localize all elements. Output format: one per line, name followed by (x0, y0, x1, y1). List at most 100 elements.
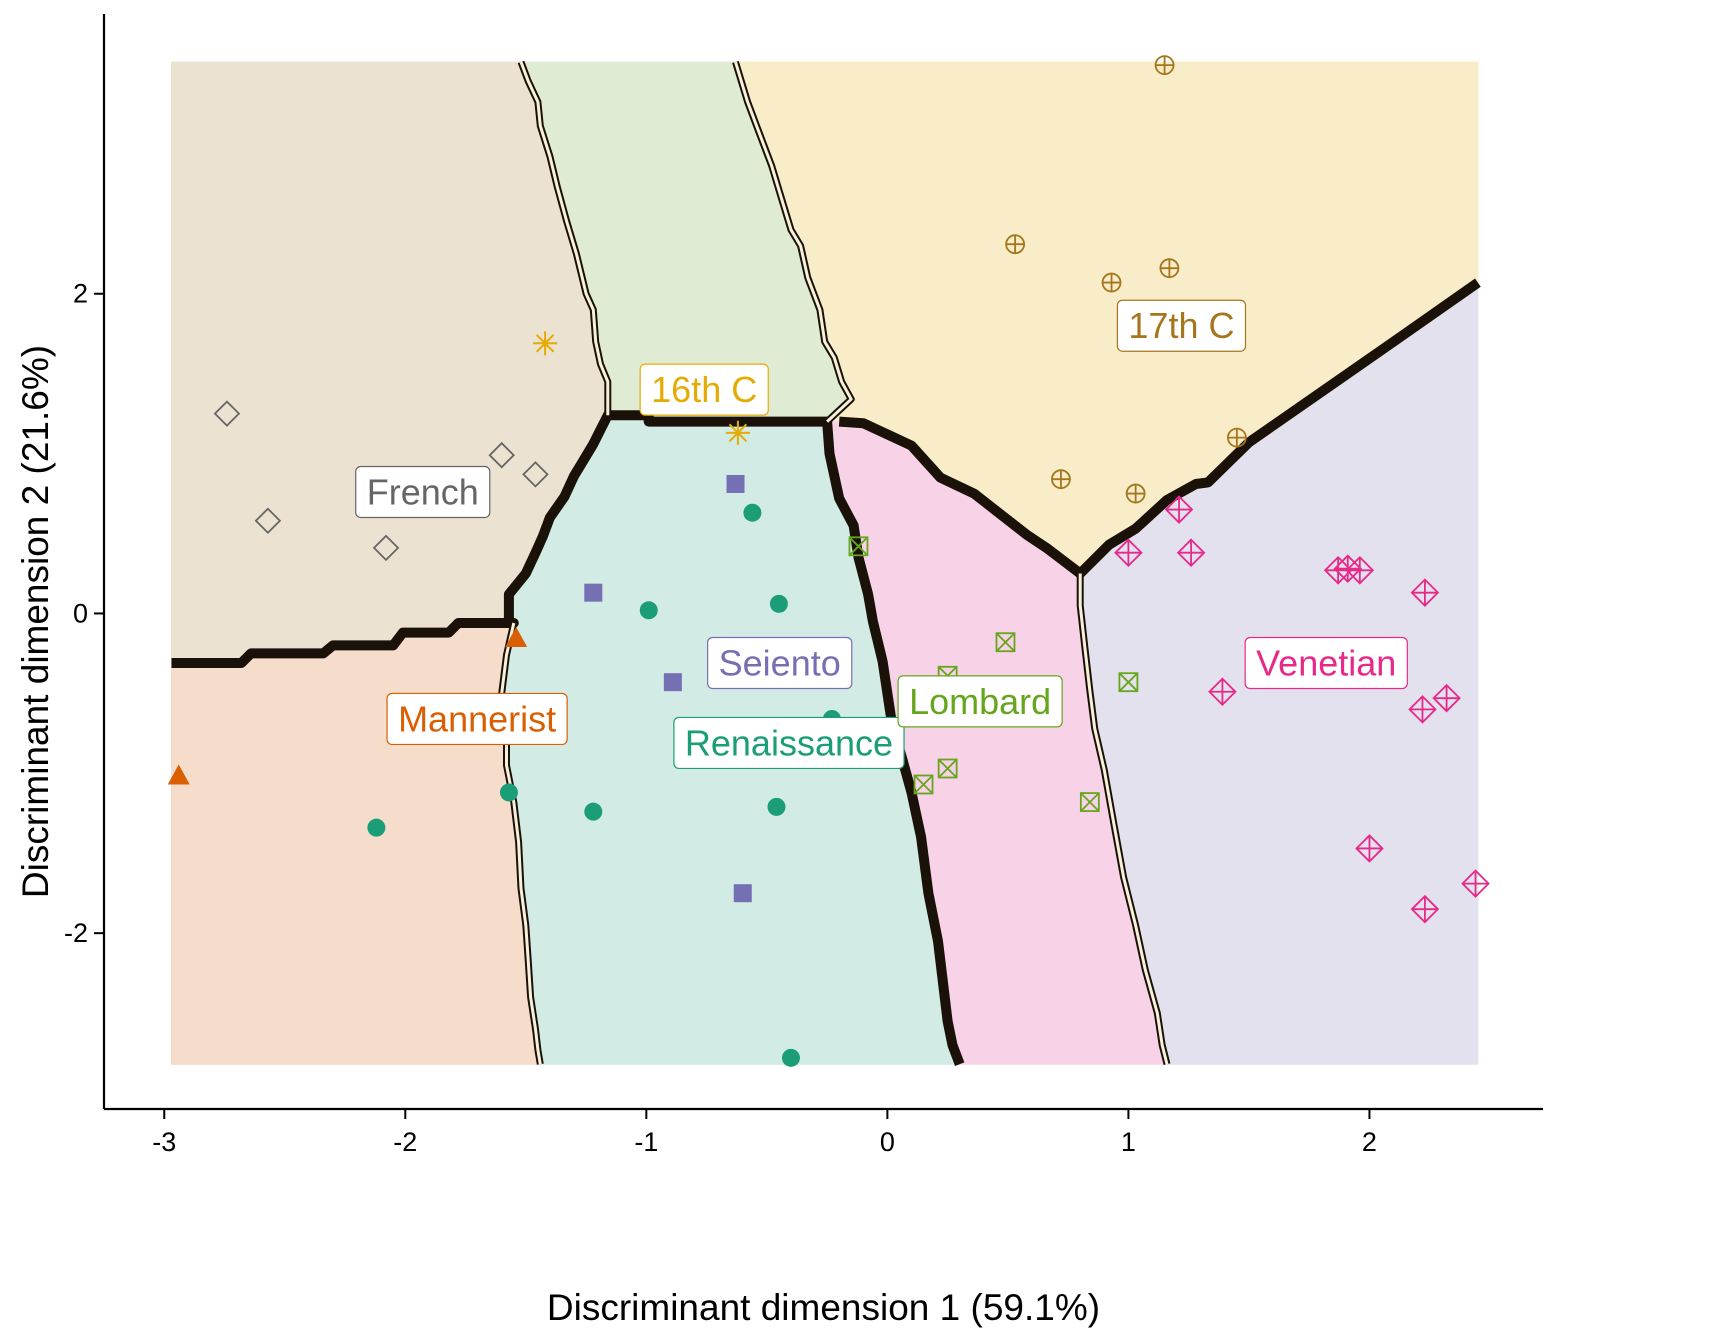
series-16th-c (533, 331, 750, 445)
y-tick-label: 0 (73, 598, 88, 628)
17th-c-point (1005, 234, 1026, 255)
venetian-point (1461, 869, 1490, 898)
venetian-point (1408, 695, 1437, 724)
class-regions (171, 61, 1479, 1065)
label-17th-c: 17th C (1116, 299, 1247, 352)
label-lombard: Lombard (897, 675, 1063, 728)
label-box (386, 692, 568, 746)
renaissance-point (499, 783, 518, 802)
renaissance-point (743, 503, 762, 522)
venetian-point (1176, 538, 1206, 567)
renaissance-point (767, 797, 786, 816)
label-venetian: Venetian (1244, 636, 1408, 690)
label-french: French (355, 465, 491, 519)
french-point (522, 461, 549, 488)
data-points (167, 55, 1490, 1067)
label-box (897, 675, 1063, 728)
label-text: Mannerist (398, 698, 556, 739)
label-seiento: Seiento (707, 636, 853, 690)
17th-c-point (1051, 469, 1071, 490)
17th-c-point (1154, 55, 1175, 76)
venetian-point (1164, 495, 1194, 524)
16th-c-point (533, 331, 558, 356)
venetian-point (1345, 556, 1375, 585)
venetian-point (1410, 894, 1440, 924)
venetian-point (1410, 578, 1440, 607)
series-renaissance (367, 503, 841, 1067)
boundary-double-3 (732, 60, 855, 425)
label-text: Renaissance (685, 722, 893, 763)
label-text: 17th C (1128, 305, 1234, 346)
renaissance-point (584, 802, 603, 821)
seiento-point (733, 884, 752, 903)
series-17th-c (1005, 55, 1247, 504)
label-box (673, 716, 905, 770)
x-axis-ticks: -3 -2 -1 0 1 2 (152, 1109, 1377, 1157)
renaissance-point (769, 594, 788, 613)
x-tick-label: -1 (634, 1127, 658, 1157)
17th-c-point (1101, 272, 1122, 293)
x-tick-label: -3 (152, 1127, 176, 1157)
label-renaissance: Renaissance (673, 716, 905, 770)
lombard-point (1118, 672, 1139, 693)
y-tick-label: 2 (73, 279, 88, 309)
boundary-double-2 (517, 60, 612, 416)
boundary-double-5 (1076, 573, 1171, 1066)
region-mannerist (171, 622, 541, 1065)
axes: -3 -2 -1 0 1 2 -2 0 2 Discriminant dimension 1 … (15, 14, 1543, 1328)
boundary-inner-line (734, 61, 853, 423)
decision-boundaries (171, 60, 1481, 1066)
17th-c-point (1125, 483, 1146, 504)
label-text: Venetian (1256, 643, 1396, 684)
label-text: French (367, 471, 479, 512)
label-mannerist: Mannerist (386, 692, 568, 746)
label-box (639, 363, 769, 416)
seiento-point (584, 583, 603, 602)
label-text: Seiento (719, 643, 841, 684)
seiento-point (663, 673, 682, 692)
y-tick-label: -2 (64, 918, 88, 948)
venetian-point (1432, 683, 1461, 713)
french-point (372, 534, 400, 562)
french-point (254, 507, 282, 535)
series-venetian (1114, 495, 1490, 924)
x-tick-label: 2 (1362, 1127, 1377, 1157)
lombard-point (848, 536, 869, 557)
french-point (488, 441, 515, 469)
mannerist-point (505, 627, 528, 648)
lombard-point (937, 758, 958, 779)
label-text: 16th C (651, 369, 757, 410)
group-labels: French 16th C 17th C Mannerist Seiento Renais… (355, 299, 1408, 770)
renaissance-point (367, 818, 386, 837)
series-french (213, 400, 549, 562)
label-box (1244, 636, 1408, 690)
lombard-point (1079, 792, 1100, 812)
venetian-point (1114, 538, 1143, 567)
x-axis-title: Discriminant dimension 1 (59.1%) (547, 1287, 1100, 1328)
venetian-point (1208, 677, 1237, 707)
y-axis-title: Discriminant dimension 2 (21.6%) (15, 345, 56, 898)
y-axis-ticks: -2 0 2 (64, 279, 104, 948)
label-text: Lombard (909, 681, 1051, 722)
x-tick-label: 0 (880, 1127, 895, 1157)
17th-c-point (1226, 427, 1247, 448)
boundary-thick-1 (838, 278, 1481, 579)
label-box (1116, 299, 1247, 352)
x-tick-label: 1 (1121, 1127, 1136, 1157)
lombard-point (913, 774, 934, 795)
label-box (355, 465, 491, 519)
renaissance-point (639, 601, 658, 620)
boundary-inner-line (519, 61, 610, 416)
17th-c-point (1159, 258, 1180, 279)
renaissance-point (781, 1048, 800, 1067)
lombard-point (995, 632, 1016, 653)
label-16th-c: 16th C (639, 363, 769, 416)
x-tick-label: -2 (393, 1127, 417, 1157)
french-point (213, 400, 241, 427)
16th-c-point (725, 420, 750, 445)
mannerist-point (167, 764, 190, 785)
venetian-point (1355, 834, 1384, 863)
boundary-inner-line (1078, 573, 1169, 1065)
label-box (707, 636, 853, 690)
